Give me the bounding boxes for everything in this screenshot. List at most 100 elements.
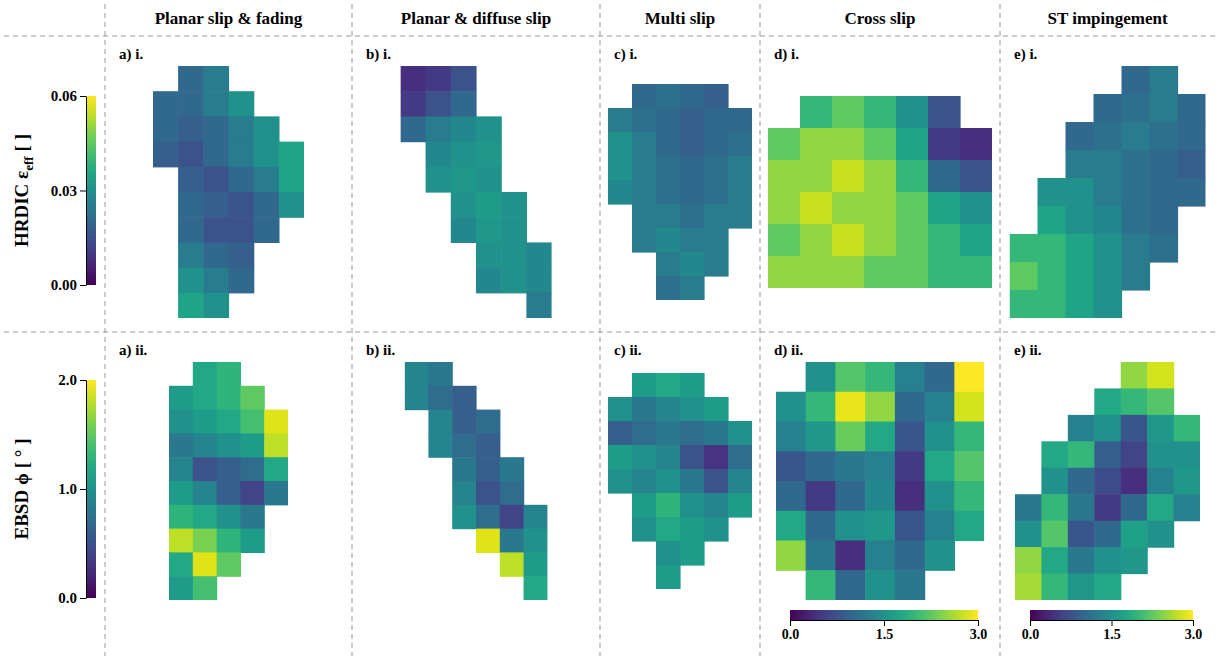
cell <box>632 517 657 542</box>
cell <box>1121 441 1148 468</box>
cell <box>203 242 229 268</box>
cell <box>1041 547 1068 574</box>
heatmap <box>405 362 548 600</box>
colorbar <box>86 380 96 598</box>
cell <box>1010 234 1039 263</box>
cell <box>1094 547 1121 574</box>
cell <box>1121 521 1148 548</box>
cell <box>608 469 633 494</box>
cell <box>1122 234 1151 263</box>
cell <box>1094 415 1121 442</box>
cell <box>865 362 895 392</box>
separator <box>105 4 106 656</box>
cell <box>1150 122 1179 151</box>
cell <box>428 433 452 457</box>
cell <box>1150 206 1179 235</box>
heatmap <box>608 84 752 300</box>
tick: 1.0 <box>58 481 86 497</box>
cell <box>865 541 895 571</box>
column-title: ST impingement <box>1047 9 1167 28</box>
cell <box>925 511 955 541</box>
cell <box>656 421 681 446</box>
tick-label: 0.03 <box>51 183 77 199</box>
panel-label: c) i. <box>614 46 638 63</box>
cell <box>169 552 193 576</box>
heatmap <box>1015 362 1200 600</box>
column-title: Cross slip <box>844 9 915 28</box>
cell <box>451 167 477 193</box>
cell <box>524 552 548 576</box>
cell <box>1121 494 1148 521</box>
cell <box>1094 234 1123 263</box>
cell <box>428 410 452 434</box>
cell <box>835 511 865 541</box>
separator <box>600 4 601 656</box>
cell <box>680 252 705 277</box>
cell <box>895 362 925 392</box>
cell <box>835 392 865 422</box>
cell <box>1094 468 1121 495</box>
cell <box>229 167 255 193</box>
cell <box>476 505 500 529</box>
cell <box>680 156 705 181</box>
cell <box>656 541 681 566</box>
cell <box>656 204 681 229</box>
cell <box>501 268 527 294</box>
tick-label: 0.00 <box>51 277 77 293</box>
cell <box>203 142 229 168</box>
cell <box>656 397 681 422</box>
cell <box>203 66 229 92</box>
cell <box>1066 234 1095 263</box>
cell <box>865 481 895 511</box>
cell <box>608 421 633 446</box>
cell <box>501 192 527 218</box>
cell <box>1150 150 1179 179</box>
cell <box>1094 94 1123 123</box>
cell <box>800 256 833 288</box>
cell <box>193 457 217 481</box>
cell <box>656 373 681 398</box>
cell <box>656 156 681 181</box>
cell <box>240 505 264 529</box>
cell <box>153 142 179 168</box>
cell <box>608 156 633 181</box>
cell <box>169 529 193 553</box>
cell <box>865 570 895 600</box>
panel-label: e) i. <box>1014 46 1038 63</box>
cell <box>1015 521 1042 548</box>
cell <box>680 228 705 253</box>
cell <box>704 397 729 422</box>
cell <box>728 204 752 229</box>
tick: 0.00 <box>51 277 86 293</box>
cell <box>608 445 633 470</box>
cell <box>476 529 500 553</box>
cell <box>704 517 729 542</box>
cell <box>1174 441 1200 468</box>
heatmap <box>153 66 304 318</box>
cell <box>193 410 217 434</box>
cell <box>1094 122 1123 151</box>
cell <box>776 451 806 481</box>
cell <box>1178 150 1206 179</box>
cell <box>153 116 179 142</box>
tick: 0.0 <box>1022 620 1040 642</box>
cell <box>1122 150 1151 179</box>
cell <box>1094 441 1121 468</box>
cell <box>728 108 752 133</box>
cell <box>896 96 929 129</box>
cell <box>476 481 500 505</box>
cell <box>1041 494 1068 521</box>
cell <box>1150 94 1179 123</box>
tick-mark <box>884 620 885 626</box>
cell <box>925 451 955 481</box>
cell <box>240 433 264 457</box>
cell <box>835 422 865 452</box>
cell <box>217 457 241 481</box>
cell <box>169 505 193 529</box>
cell <box>229 192 255 218</box>
figure: HRDIC εeff[ ]0.000.030.06EBSD ϕ[ ° ]0.01… <box>0 0 1220 660</box>
cell <box>680 517 705 542</box>
cell <box>776 511 806 541</box>
cell <box>500 529 524 553</box>
cell <box>896 192 929 225</box>
